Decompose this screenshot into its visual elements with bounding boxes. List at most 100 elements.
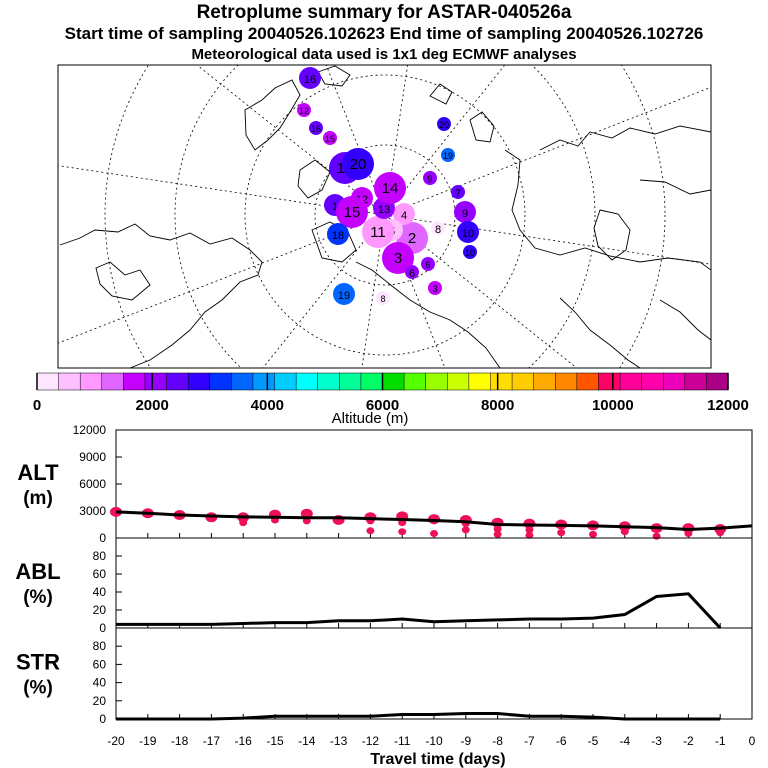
y-tick-label: 0 xyxy=(99,621,106,635)
cluster-marker xyxy=(454,201,476,223)
alt-scatter-point xyxy=(461,526,470,534)
cluster-marker xyxy=(431,221,445,235)
coastline xyxy=(539,125,711,151)
cluster-marker xyxy=(421,257,435,271)
y-tick-label: 0 xyxy=(99,531,106,545)
colorbar-cell xyxy=(295,372,319,391)
cluster-marker xyxy=(457,221,479,243)
alt-scatter-point xyxy=(493,525,502,533)
cluster-marker xyxy=(299,67,321,89)
colorbar-cell xyxy=(619,372,643,391)
colorbar-cell xyxy=(79,372,103,391)
meridian-line xyxy=(384,214,578,368)
meridian-line xyxy=(384,214,711,265)
latitude-circle xyxy=(244,74,526,356)
colorbar-cell xyxy=(339,372,362,391)
colorbar-cell xyxy=(101,372,124,391)
coastline xyxy=(559,297,641,368)
cluster-label: 3 xyxy=(394,250,402,267)
x-tick-label: -8 xyxy=(492,734,503,748)
x-tick-label: -14 xyxy=(298,734,316,748)
colorbar-cell xyxy=(317,372,340,391)
alt-scatter-point xyxy=(398,528,407,536)
cluster-marker xyxy=(423,171,437,185)
panel-frame xyxy=(115,627,753,720)
colorbar-cell xyxy=(274,372,297,391)
series-line xyxy=(115,510,753,531)
y-tick-label: 20 xyxy=(93,694,107,708)
cluster-label: 8 xyxy=(380,294,385,304)
colorbar-tick-label: 0 xyxy=(33,397,41,414)
colorbar-cell xyxy=(231,372,254,391)
panel-ylabel-unit: (%) xyxy=(23,678,53,699)
cluster-label: 1 xyxy=(332,201,338,213)
cluster-marker xyxy=(362,216,394,248)
x-tick-label: -13 xyxy=(330,734,348,748)
cluster-label: 11 xyxy=(370,224,386,241)
alt-scatter-point xyxy=(525,526,534,534)
meridian-line xyxy=(262,214,386,368)
cluster-marker xyxy=(374,172,406,204)
cluster-label: 13 xyxy=(378,204,390,216)
alt-scatter-point xyxy=(620,528,629,536)
colorbar-cell xyxy=(706,372,729,391)
colorbar-label: Altitude (m) xyxy=(332,410,409,427)
x-tick-label: -1 xyxy=(715,734,726,748)
colorbar-cell xyxy=(468,372,492,391)
panel-frame xyxy=(115,537,753,629)
x-tick-label: -16 xyxy=(235,734,253,748)
colorbar-cell xyxy=(403,372,427,391)
meridian-line xyxy=(384,214,446,368)
x-tick-label: -15 xyxy=(266,734,284,748)
colorbar-cell xyxy=(555,372,578,391)
x-tick-label: -18 xyxy=(171,734,189,748)
cluster-marker xyxy=(333,283,355,305)
colorbar-tick-label: 6000 xyxy=(366,397,399,414)
x-tick-label: -2 xyxy=(683,734,694,748)
alt-scatter-point xyxy=(239,519,248,527)
cluster-label: 16 xyxy=(311,124,321,134)
cluster-marker xyxy=(393,203,415,225)
colorbar-cell xyxy=(447,372,470,391)
map-grid xyxy=(58,65,711,368)
colorbar-cell xyxy=(382,372,405,391)
cluster-label: 8 xyxy=(435,224,441,236)
coastline xyxy=(593,209,631,261)
x-tick-label: -19 xyxy=(139,734,157,748)
coastline xyxy=(244,79,301,151)
cluster-label: 19 xyxy=(338,290,350,302)
latitude-circle xyxy=(174,65,596,368)
colorbar-cell xyxy=(598,372,621,391)
cluster-label: 20 xyxy=(439,120,449,130)
cluster-label: 15 xyxy=(344,204,361,221)
cluster-label: 10 xyxy=(465,248,475,258)
cluster-label: 16 xyxy=(304,74,316,86)
alt-scatter-point xyxy=(684,530,693,537)
cluster-label: 2 xyxy=(408,230,416,247)
cluster-marker xyxy=(405,265,419,279)
coastline xyxy=(59,223,263,368)
colorbar-cell xyxy=(360,372,384,391)
x-tick-label: -5 xyxy=(588,734,599,748)
altitude-colorbar: 0 2000 4000 6000 8000 10000 12000 Altitude (m) xyxy=(33,372,749,427)
colorbar-cell xyxy=(576,372,599,391)
colorbar-tick-label: 2000 xyxy=(135,397,168,414)
colorbar-cell xyxy=(533,372,556,391)
y-tick-label: 60 xyxy=(93,657,107,671)
meridian-line xyxy=(384,65,506,216)
cluster-marker xyxy=(428,281,442,295)
coastline xyxy=(639,179,711,195)
coastline xyxy=(311,221,357,263)
colorbar-cell xyxy=(252,372,276,391)
y-tick-label: 12000 xyxy=(73,423,107,437)
coastline xyxy=(469,111,495,143)
colorbar-cell xyxy=(425,372,448,391)
colorbar-cell xyxy=(36,372,60,391)
coastline xyxy=(659,299,711,341)
x-tick-label: -7 xyxy=(524,734,535,748)
coastline xyxy=(95,261,151,301)
alt-scatter-point xyxy=(589,530,597,538)
cluster-label: 4 xyxy=(401,210,407,222)
x-tick-label: -10 xyxy=(425,734,443,748)
x-tick-label: 0 xyxy=(749,734,756,748)
